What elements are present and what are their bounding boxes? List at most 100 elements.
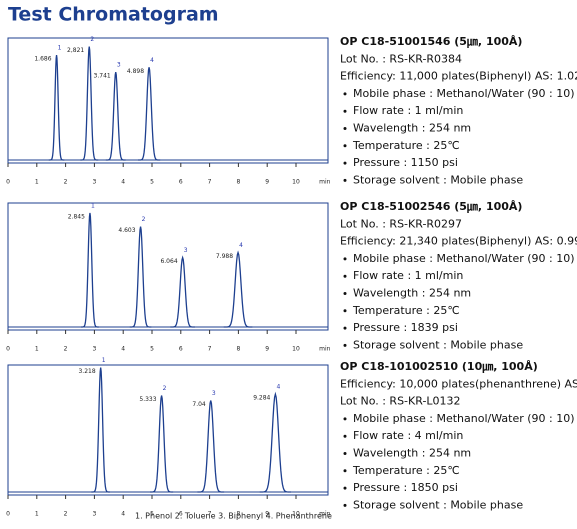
x-tick-label: 7 bbox=[208, 346, 212, 353]
condition: Wavelength : 254 nm bbox=[353, 287, 471, 300]
bullet bbox=[343, 326, 347, 330]
bullet bbox=[343, 503, 347, 507]
info-line: Efficiency: 10,000 plates(phenanthrene) … bbox=[340, 377, 577, 390]
retention-time: 7.988 bbox=[216, 253, 233, 260]
peak bbox=[170, 255, 195, 328]
panel-heading: OP C18-51001546 (5㎛, 100Å) bbox=[340, 35, 522, 48]
peak-number: 4 bbox=[276, 384, 280, 391]
condition: Flow rate : 1 ml/min bbox=[353, 269, 463, 282]
condition: Flow rate : 1 ml/min bbox=[353, 104, 463, 117]
retention-time: 3.218 bbox=[78, 368, 95, 375]
peak-number: 1 bbox=[58, 45, 62, 52]
condition: Pressure : 1850 psi bbox=[353, 481, 458, 494]
peak bbox=[150, 395, 174, 493]
x-tick-label: 8 bbox=[236, 179, 240, 186]
peak-number: 2 bbox=[90, 36, 94, 43]
bullet bbox=[343, 434, 347, 438]
x-tick-label: 4 bbox=[121, 179, 125, 186]
peak-number: 2 bbox=[142, 216, 146, 223]
condition: Wavelength : 254 nm bbox=[353, 447, 471, 460]
retention-time: 4.603 bbox=[118, 227, 135, 234]
x-tick-label: 10 bbox=[292, 511, 300, 518]
peak bbox=[48, 55, 65, 161]
bullet bbox=[343, 92, 347, 96]
bullet bbox=[343, 486, 347, 490]
peak-number: 4 bbox=[239, 242, 243, 249]
condition: Storage solvent : Mobile phase bbox=[353, 498, 523, 511]
x-tick-label: 5 bbox=[150, 346, 154, 353]
x-tick-label: 8 bbox=[236, 511, 240, 518]
panel-heading: OP C18-101002510 (10㎛, 100Å) bbox=[340, 360, 538, 373]
peak bbox=[259, 391, 292, 493]
retention-time: 9.284 bbox=[253, 395, 270, 402]
peak bbox=[105, 72, 126, 161]
x-tick-label: 0 bbox=[6, 346, 10, 353]
x-tick-label: 1 bbox=[35, 346, 39, 353]
x-tick-label: 2 bbox=[64, 346, 68, 353]
peak-number: 1 bbox=[102, 357, 106, 364]
bullet bbox=[343, 161, 347, 165]
x-tick-label: 5 bbox=[150, 179, 154, 186]
bullet bbox=[343, 417, 347, 421]
peak-number: 1 bbox=[91, 202, 95, 209]
x-tick-label: 2 bbox=[64, 511, 68, 518]
retention-time: 6.064 bbox=[160, 258, 177, 265]
bullet bbox=[343, 274, 347, 278]
peak-number: 3 bbox=[212, 390, 216, 397]
condition: Pressure : 1150 psi bbox=[353, 156, 458, 169]
x-tick-label: 2 bbox=[64, 179, 68, 186]
x-tick-label: 4 bbox=[121, 511, 125, 518]
x-unit: min bbox=[319, 511, 331, 518]
x-tick-label: 6 bbox=[179, 346, 183, 353]
info-line: Lot No. : RS-KR-R0297 bbox=[340, 217, 462, 230]
x-tick-label: 7 bbox=[208, 179, 212, 186]
condition: Wavelength : 254 nm bbox=[353, 122, 471, 135]
bullet bbox=[343, 109, 347, 113]
condition: Mobile phase : Methanol/Water (90 : 10) bbox=[353, 252, 575, 265]
peak-number: 4 bbox=[150, 57, 154, 64]
x-unit: min bbox=[319, 346, 331, 353]
x-tick-label: 10 bbox=[292, 179, 300, 186]
peak bbox=[223, 250, 253, 328]
condition: Flow rate : 4 ml/min bbox=[353, 429, 463, 442]
peak bbox=[80, 46, 99, 161]
x-tick-label: 5 bbox=[150, 511, 154, 518]
peak-number: 2 bbox=[163, 385, 167, 392]
retention-time: 4.898 bbox=[127, 68, 144, 75]
info-line: Efficiency: 11,000 plates(Biphenyl) AS: … bbox=[340, 70, 577, 83]
info-line: Efficiency: 21,340 plates(Biphenyl) AS: … bbox=[340, 235, 577, 248]
peak bbox=[129, 226, 152, 328]
bullet bbox=[343, 257, 347, 261]
info-line: Lot No. : RS-KR-R0384 bbox=[340, 52, 462, 65]
condition: Mobile phase : Methanol/Water (90 : 10) bbox=[353, 412, 575, 425]
peak-number: 3 bbox=[184, 247, 188, 254]
x-tick-label: 6 bbox=[179, 179, 183, 186]
plot-frame bbox=[7, 202, 329, 331]
x-tick-label: 10 bbox=[292, 346, 300, 353]
x-unit: min bbox=[319, 179, 331, 186]
legend: 1. Phenol 2. Toluene 3. Biphenyl 4. Phen… bbox=[135, 512, 332, 521]
retention-time: 7.04 bbox=[192, 401, 206, 408]
bullet bbox=[343, 178, 347, 182]
retention-time: 2.845 bbox=[68, 213, 85, 220]
x-tick-label: 9 bbox=[265, 179, 269, 186]
x-tick-label: 7 bbox=[208, 511, 212, 518]
peak bbox=[137, 67, 161, 161]
plot-frame bbox=[7, 37, 329, 164]
x-tick-label: 3 bbox=[92, 179, 96, 186]
condition: Temperature : 25℃ bbox=[352, 304, 460, 317]
x-tick-label: 1 bbox=[35, 179, 39, 186]
bullet bbox=[343, 469, 347, 473]
x-tick-label: 4 bbox=[121, 346, 125, 353]
condition: Temperature : 25℃ bbox=[352, 139, 460, 152]
peak bbox=[91, 367, 111, 493]
bullet bbox=[343, 127, 347, 130]
peak bbox=[80, 212, 99, 328]
x-tick-label: 3 bbox=[92, 346, 96, 353]
retention-time: 1.686 bbox=[34, 56, 51, 63]
x-tick-label: 9 bbox=[265, 511, 269, 518]
bullet bbox=[343, 144, 347, 148]
info-line: Lot No. : RS-KR-L0132 bbox=[340, 395, 461, 408]
plot-frame bbox=[7, 364, 329, 496]
panel-heading: OP C18-51002546 (5㎛, 100Å) bbox=[340, 200, 522, 213]
